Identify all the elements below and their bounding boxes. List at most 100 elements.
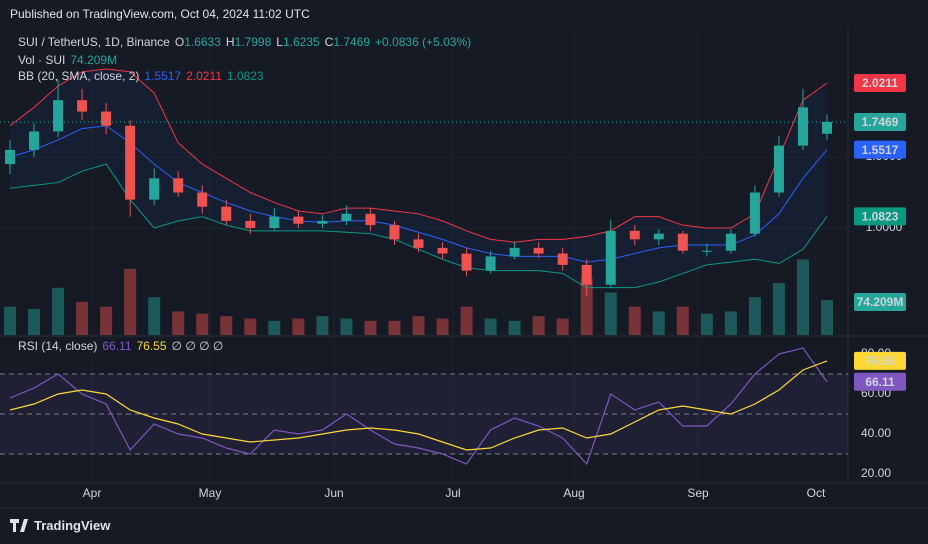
volume-tag-box [854, 292, 906, 311]
rsi-tick-label: 40.00 [861, 426, 891, 440]
candle-body [317, 220, 328, 224]
rsi-line [9, 347, 828, 466]
volume-bar [52, 287, 65, 335]
volume-bar [340, 318, 353, 335]
bb-lower-tag-box [854, 207, 906, 226]
candle-body [245, 220, 256, 229]
candle-body [581, 264, 592, 285]
candle-body [437, 247, 448, 254]
bb-middle-tag-box [854, 140, 906, 159]
bb-upper-tag-box [854, 74, 906, 93]
bb-fill [10, 68, 827, 288]
rsi-tag: 66.11 [865, 375, 895, 389]
volume-bar [388, 320, 401, 335]
volume-bar [460, 306, 473, 335]
volume-tag: 74.209M [857, 295, 904, 309]
ohlc-value: 1.6235 [282, 35, 320, 49]
rsi-title: RSI (14, close) [18, 339, 98, 353]
rsi-line [9, 360, 828, 451]
ohlc-value: 1.6633 [184, 35, 221, 49]
volume-bar [724, 311, 737, 335]
candle-body [269, 216, 280, 229]
change: +0.0836 (+5.03%) [375, 35, 472, 49]
candle-body [822, 121, 832, 134]
bb-middle-value: 1.5517 [144, 69, 182, 83]
bb-lower-value: 1.0823 [226, 69, 264, 83]
volume-legend: Vol · SUI 74.209M [18, 53, 117, 67]
ohlc-key: C [324, 35, 334, 49]
candle-body [653, 233, 664, 240]
bb-middle-tag: 1.5517 [862, 143, 899, 157]
volume-bar [172, 311, 185, 335]
ohlc-key: L [276, 35, 283, 49]
candle-body [677, 233, 688, 251]
candle-body [365, 213, 376, 226]
bb-upper [9, 68, 828, 243]
volume-bar [316, 316, 329, 335]
bb-middle [9, 125, 828, 263]
volume-bar [532, 316, 545, 335]
volume-bar [508, 320, 521, 335]
volume-bar [556, 318, 569, 335]
volume-bar [292, 318, 305, 335]
x-tick-label: Oct [807, 486, 826, 500]
candle-body [605, 230, 616, 285]
candle-body [461, 253, 472, 271]
candle-body [701, 250, 712, 252]
x-tick-label: May [199, 486, 222, 500]
candle-body [77, 100, 88, 112]
volume-bar [244, 318, 257, 335]
published-line: Published on TradingView.com, Oct 04, 20… [10, 7, 310, 21]
bb-lower-tag: 1.0823 [862, 209, 899, 223]
ohlc-key: O [174, 35, 185, 49]
rsi-tag-box [854, 372, 906, 391]
rsi-extra: ∅ ∅ ∅ ∅ [171, 339, 224, 353]
logo [10, 519, 28, 532]
x-tick-label: Jun [324, 486, 343, 500]
volume-bar [196, 313, 209, 335]
candle-body [101, 111, 112, 126]
x-tick-label: Apr [83, 486, 102, 500]
candle-body [5, 149, 15, 165]
candle-body [53, 100, 64, 132]
volume-bar [268, 320, 281, 335]
candle-body [773, 145, 784, 193]
volume-bar [796, 259, 809, 335]
candle-body [173, 178, 184, 193]
candle-body [749, 192, 760, 234]
symbol-legend: SUI / TetherUS, 1D, Binance O 1.6633 H 1.799… [18, 35, 471, 49]
candle-body [197, 192, 208, 207]
candle-body [389, 225, 400, 240]
volume-bar [148, 297, 161, 335]
candle-body [485, 256, 496, 271]
volume-bar [676, 306, 689, 335]
candle-body [221, 206, 232, 221]
candle-body [725, 233, 736, 251]
volume-bar [220, 316, 233, 335]
bb-upper-tag: 2.0211 [862, 76, 898, 90]
candle-body [149, 178, 160, 200]
volume-bar [652, 311, 665, 335]
x-tick-label: Sep [687, 486, 709, 500]
bb-title: BB (20, SMA, close, 2) [18, 69, 140, 83]
symbol: SUI / TetherUS, 1D, Binance [18, 35, 170, 49]
rsi-ma-tag: 76.55 [865, 354, 895, 368]
volume-bar [700, 313, 713, 335]
candle-body [341, 213, 352, 221]
candle-body [509, 247, 520, 257]
ohlc-value: 1.7998 [234, 35, 272, 49]
volume-value: 74.209M [70, 53, 118, 67]
bb-upper-value: 2.0211 [186, 69, 222, 83]
volume-bar [76, 301, 89, 335]
rsi-value: 66.11 [102, 339, 132, 353]
volume-bar [28, 309, 41, 335]
candle-body [797, 107, 808, 146]
ohlc-value: 1.7469 [333, 35, 371, 49]
volume-title: Vol · SUI [18, 53, 66, 67]
volume-bar [124, 268, 137, 335]
rsi-tick-label: 20.00 [861, 466, 891, 480]
candle-body [293, 216, 304, 224]
